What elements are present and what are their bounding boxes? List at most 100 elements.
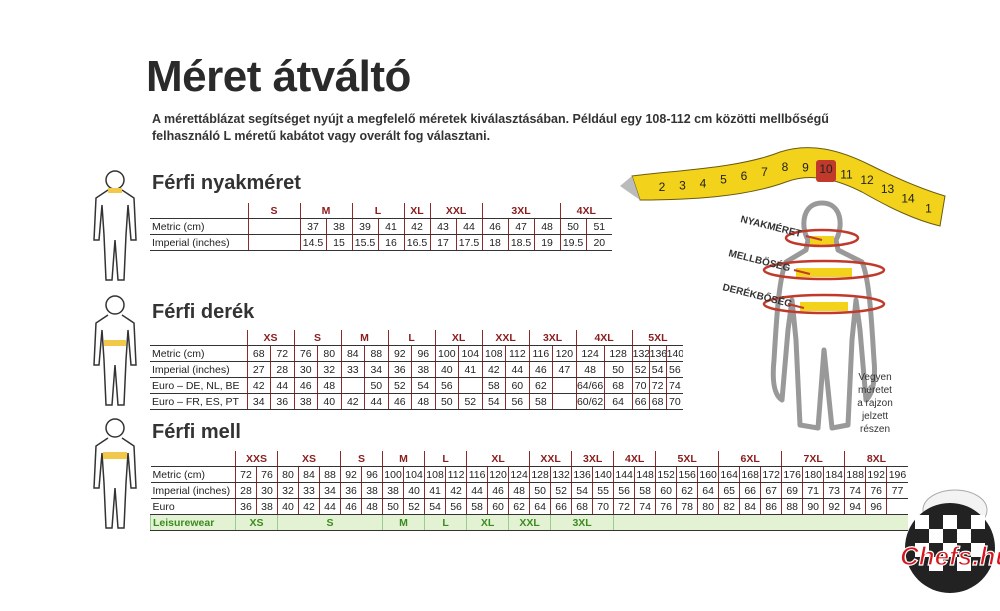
cell: 36 <box>270 393 295 410</box>
data-row: Imperial (inches) 27 28 30 32 33 34 36 38 40 41 42 4… <box>150 361 684 378</box>
cell: 96 <box>865 498 887 515</box>
row-label: Metric (cm) <box>150 466 236 483</box>
row-label: Euro – DE, NL, BE <box>150 377 247 394</box>
cell: 16 <box>377 234 405 251</box>
cell: 38 <box>255 498 278 515</box>
cell: 88 <box>319 466 341 483</box>
cell: 18.5 <box>507 234 535 251</box>
cell: 50 <box>529 482 551 499</box>
row-label: Leisurewear <box>150 514 236 531</box>
cell: 38 <box>382 482 404 499</box>
tape-end <box>620 176 640 200</box>
data-row: Metric (cm) 72 76 80 84 88 92 96 100 104 108 112 116… <box>150 466 908 483</box>
tape-number: 12 <box>860 173 874 187</box>
data-row: Imperial (inches) 14.5 15 15.5 16 16.5 17 17.5 1… <box>150 234 613 251</box>
cell: 42 <box>481 361 506 378</box>
tape-number: 14 <box>901 192 915 206</box>
cell: 48 <box>317 377 342 394</box>
intro: A mérettáblázat segítséget nyújt a megfe… <box>152 112 829 143</box>
title: Méret átváltó <box>146 52 411 101</box>
size-header: 7XL <box>781 451 845 467</box>
cell: 68 <box>246 345 271 362</box>
size-header: L <box>424 451 467 467</box>
header-row: XS S M L XL XXL 3XL 4XL 5XL <box>150 330 684 346</box>
cell: 112 <box>445 466 467 483</box>
tape-number: 8 <box>782 160 789 174</box>
cell: 46 <box>293 377 318 394</box>
cell <box>552 393 577 410</box>
cell: 96 <box>411 345 436 362</box>
cell: 176 <box>781 466 803 483</box>
cell: 48 <box>411 393 436 410</box>
cell: 42 <box>403 218 431 235</box>
row-label: Metric (cm) <box>150 218 248 235</box>
cell: 50 <box>382 498 404 515</box>
cell: 58 <box>466 498 488 515</box>
cell: 77 <box>886 482 908 499</box>
cell: 132 <box>631 345 650 362</box>
cell: 100 <box>434 345 459 362</box>
note-line: részen <box>860 424 890 435</box>
cell: 30 <box>293 361 318 378</box>
cell: 36 <box>235 498 257 515</box>
cell: 33 <box>340 361 365 378</box>
cell: 54 <box>424 498 446 515</box>
row-label: Euro – FR, ES, PT <box>150 393 247 410</box>
cell: 76 <box>293 345 318 362</box>
cell: 104 <box>403 466 425 483</box>
cell: 37 <box>299 218 326 235</box>
cell: 42 <box>298 498 320 515</box>
logo-text: Chefs.hu <box>900 541 1000 571</box>
cell: 128 <box>603 345 633 362</box>
cell: 72 <box>648 377 667 394</box>
cell: 69 <box>781 482 803 499</box>
cell: 152 <box>655 466 677 483</box>
cell: 108 <box>424 466 446 483</box>
cell: 54 <box>411 377 436 394</box>
size-header: 8XL <box>844 451 908 467</box>
size-header: M <box>299 203 352 219</box>
size-header: XS <box>277 451 341 467</box>
size-header: 3XL <box>528 330 577 346</box>
cell: 42 <box>246 377 271 394</box>
cell: 32 <box>317 361 342 378</box>
leisure-size: XXL <box>508 514 551 531</box>
size-table: XS S M L XL XXL 3XL 4XL 5XL Metric (cm) 68 72 76 80 84… <box>150 330 684 410</box>
cell: 74 <box>844 482 866 499</box>
data-row: Metric (cm) 37 38 39 41 42 43 44 46 47 48 50 51 <box>150 218 613 235</box>
cell: 90 <box>802 498 824 515</box>
leisure-size: S <box>277 514 383 531</box>
cell: 30 <box>255 482 278 499</box>
cell: 36 <box>387 361 412 378</box>
tape <box>631 147 946 227</box>
cell: 172 <box>760 466 782 483</box>
cell: 56 <box>665 361 684 378</box>
cell: 92 <box>823 498 845 515</box>
size-header: 5XL <box>655 451 719 467</box>
size-header: XXS <box>234 451 278 467</box>
cell: 46 <box>340 498 362 515</box>
cell: 34 <box>364 361 389 378</box>
cell: 41 <box>424 482 446 499</box>
size-header: 3XL <box>481 203 561 219</box>
cell: 128 <box>529 466 551 483</box>
size-header: M <box>382 451 425 467</box>
cell: 124 <box>575 345 605 362</box>
cell: 132 <box>550 466 572 483</box>
cell <box>247 218 300 235</box>
size-header: L <box>387 330 436 346</box>
cell: 16.5 <box>403 234 431 251</box>
cell: 70 <box>592 498 614 515</box>
cell: 56 <box>434 377 459 394</box>
body-figure <box>762 200 886 431</box>
cell: 52 <box>550 482 572 499</box>
cell: 66 <box>739 482 761 499</box>
cell: 47 <box>552 361 577 378</box>
cell: 58 <box>634 482 656 499</box>
leisure-row: Leisurewear XS S M L XL XXL 3XL <box>150 514 908 531</box>
tape-number: 13 <box>881 182 895 196</box>
size-header: S <box>247 203 300 219</box>
cell: 50 <box>364 377 389 394</box>
cell <box>886 498 908 515</box>
